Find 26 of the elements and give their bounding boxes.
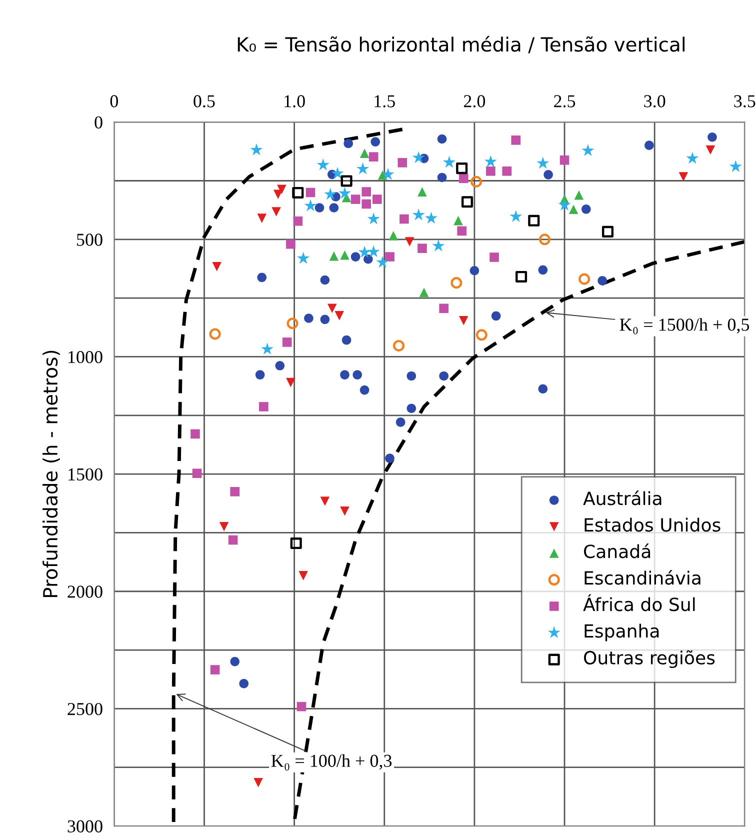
x-tick-label: 2.0 bbox=[464, 95, 486, 108]
y-tick-label: 0 bbox=[94, 116, 102, 129]
y-tick-label: 3000 bbox=[68, 820, 102, 832]
y-tick-label: 500 bbox=[77, 234, 102, 246]
legend-label: Escandinávia bbox=[584, 570, 700, 585]
legend-label: Estados Unidos bbox=[584, 518, 720, 532]
legend-label: Outras regiões bbox=[584, 650, 715, 668]
annotation: K₀ = 1500/h + 0,5 bbox=[620, 318, 750, 334]
legend-label: África do Sul bbox=[583, 594, 695, 612]
x-tick-label: 2.5 bbox=[554, 95, 576, 108]
chart-title: K₀ = Tensão horizontal média / Tensão vertical bbox=[238, 36, 684, 54]
x-tick-label: 0.5 bbox=[194, 95, 215, 108]
legend-label: Canadá bbox=[584, 544, 650, 558]
x-tick-label: 1.5 bbox=[374, 95, 395, 108]
x-tick-label: 3.0 bbox=[644, 95, 666, 108]
legend-label: Austrália bbox=[583, 490, 662, 506]
legend-label: Espanha bbox=[584, 624, 659, 642]
y-axis-title: Profundidade (h - metros) bbox=[42, 350, 60, 598]
y-tick-label: 1500 bbox=[68, 468, 102, 480]
annotation: K₀ = 100/h + 0,3 bbox=[271, 754, 392, 771]
y-tick-label: 2500 bbox=[68, 702, 102, 716]
y-tick-label: 1000 bbox=[68, 350, 102, 364]
y-tick-label: 2000 bbox=[68, 586, 102, 598]
x-tick-label: 0 bbox=[110, 95, 118, 108]
x-tick-label: 1.0 bbox=[284, 95, 305, 108]
x-tick-label: 3.5 bbox=[734, 95, 756, 108]
